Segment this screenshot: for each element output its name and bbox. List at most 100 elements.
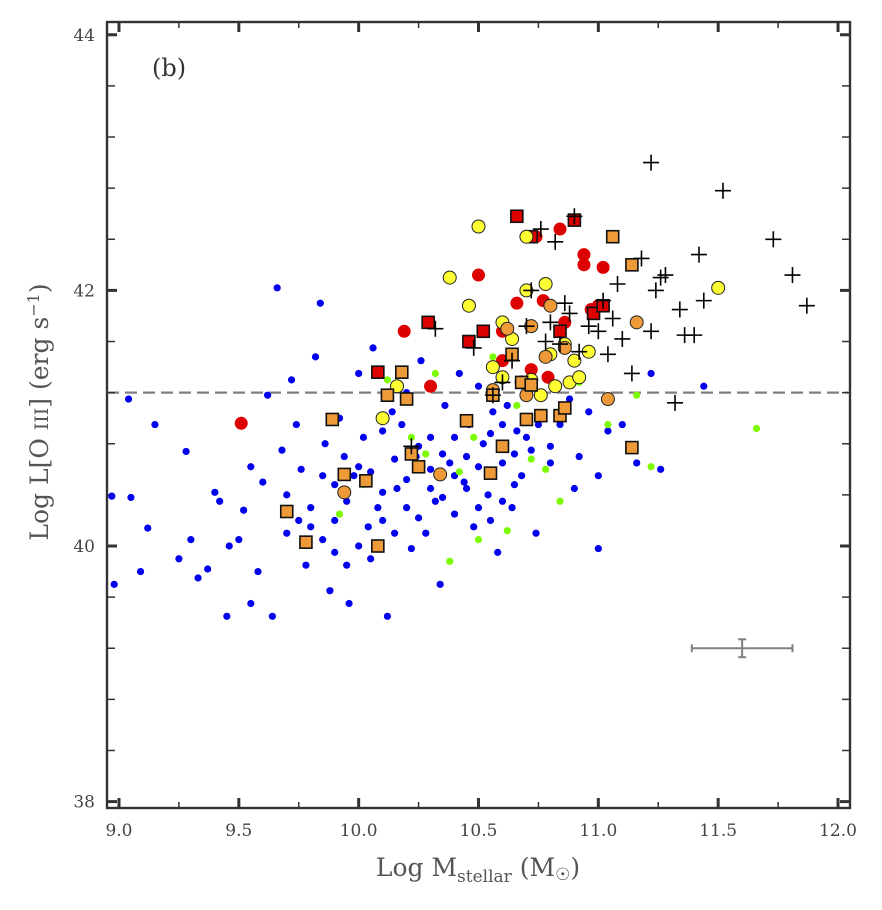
- green-dot-point: [474, 536, 483, 544]
- orange-square-point: [625, 258, 639, 272]
- blue-dot-point: [254, 567, 262, 576]
- blue-dot-point: [287, 376, 296, 384]
- blue-dot-point: [307, 504, 315, 512]
- orange-square-point: [279, 504, 294, 519]
- blue-dot-point: [108, 492, 116, 500]
- x-tick-label: 10.0: [340, 821, 378, 841]
- blue-dot-point: [522, 433, 531, 441]
- yellow-circle-point: [375, 411, 390, 426]
- red-circle-point: [596, 260, 610, 274]
- blue-dot-point: [268, 612, 276, 620]
- green-dot-point: [647, 463, 655, 471]
- orange-square-point: [399, 392, 414, 406]
- orange-circle-point: [543, 298, 558, 313]
- blue-dot-point: [594, 472, 602, 480]
- blue-dot-point: [462, 452, 471, 461]
- green-dot-point: [431, 369, 439, 378]
- blue-dot-point: [321, 440, 329, 448]
- orange-square-point: [325, 412, 340, 427]
- blue-dot-point: [292, 420, 300, 429]
- blue-dot-point: [460, 478, 468, 486]
- blue-dot-point: [422, 529, 430, 537]
- blue-dot-point: [379, 488, 387, 496]
- blue-dot-point: [436, 580, 444, 588]
- blue-dot-point: [494, 548, 502, 556]
- blue-dot-point: [426, 484, 435, 493]
- blue-dot-point: [187, 536, 195, 544]
- blue-dot-point: [484, 491, 492, 499]
- red-circle-point: [397, 324, 411, 338]
- blue-dot-point: [700, 382, 708, 390]
- blue-dot-point: [343, 561, 351, 569]
- black-crosse-point: [542, 314, 559, 331]
- blue-dot-point: [316, 299, 324, 307]
- blue-dot-point: [532, 529, 540, 537]
- green-dot-point: [422, 450, 430, 458]
- blue-dot-point: [527, 446, 535, 454]
- x-axis-title-suffix: (M: [512, 853, 555, 882]
- red-circle-point: [577, 258, 591, 272]
- black-crosse-point: [537, 333, 554, 350]
- blue-dot-point: [647, 369, 655, 378]
- black-crosse-point: [784, 267, 801, 284]
- black-crosse-point: [643, 154, 660, 171]
- plot-frame: [105, 20, 852, 810]
- black-crosse-point: [647, 282, 664, 299]
- blue-dot-point: [379, 427, 387, 435]
- blue-dot-point: [367, 468, 375, 476]
- black-crosse-point: [571, 343, 588, 360]
- blue-dot-point: [474, 382, 483, 390]
- blue-dot-point: [474, 463, 483, 471]
- blue-dot-point: [450, 472, 459, 480]
- blue-dot-point: [470, 523, 478, 531]
- y-axis-title-main: Log L[O: [25, 430, 54, 540]
- blue-dot-point: [618, 420, 626, 429]
- blue-dot-point: [204, 565, 212, 573]
- blue-dot-point: [426, 433, 435, 441]
- black-crosse-point: [604, 310, 621, 327]
- black-crosse-point: [614, 330, 631, 347]
- blue-dot-point: [247, 599, 255, 608]
- black-crosse-point: [667, 394, 684, 411]
- axis-ticks: [107, 22, 850, 808]
- red-square-point: [510, 209, 524, 224]
- red-circle-point: [524, 363, 538, 377]
- black-crosse-point: [623, 365, 640, 382]
- red-square-point: [371, 365, 385, 379]
- blue-dot-point: [414, 514, 423, 522]
- blue-dot-point: [391, 529, 399, 537]
- blue-dot-point: [450, 433, 459, 441]
- black-crosse-point: [547, 233, 564, 250]
- tick-labels: 9.0 9.5 10.0 10.5 11.0 11.5 12.0 38 40 42 44: [73, 26, 857, 841]
- red-circle-point: [510, 296, 524, 310]
- green-dot-point: [455, 468, 463, 476]
- blue-dot-point: [534, 420, 543, 429]
- blue-dot-point: [263, 391, 272, 399]
- blue-dot-point: [498, 497, 507, 505]
- data-points: [108, 154, 815, 620]
- blue-dot-point: [302, 561, 310, 569]
- blue-dot-point: [498, 420, 507, 429]
- blue-dot-point: [489, 408, 497, 416]
- green-dot-point: [470, 433, 478, 441]
- green-dot-point: [383, 376, 392, 384]
- orange-square-point: [459, 413, 474, 428]
- blue-dot-point: [657, 465, 665, 473]
- x-axis-title: Log Mstellar (M☉): [376, 853, 580, 887]
- blue-dot-point: [350, 472, 358, 480]
- yellow-circle-point: [538, 277, 553, 291]
- blue-dot-point: [374, 504, 382, 512]
- green-dot-point: [604, 420, 612, 429]
- blue-dot-point: [383, 612, 392, 620]
- x-tick-label: 10.5: [460, 821, 498, 841]
- red-circle-point: [234, 416, 248, 430]
- black-crosse-point: [691, 246, 708, 263]
- blue-dot-point: [235, 536, 243, 544]
- y-tick-label: 42: [73, 281, 95, 301]
- x-axis-title-close: ): [570, 853, 580, 882]
- blue-dot-point: [575, 452, 583, 461]
- blue-dot-point: [498, 459, 507, 467]
- blue-dot-point: [462, 484, 471, 493]
- blue-dot-point: [426, 465, 435, 473]
- blue-dot-point: [127, 493, 135, 502]
